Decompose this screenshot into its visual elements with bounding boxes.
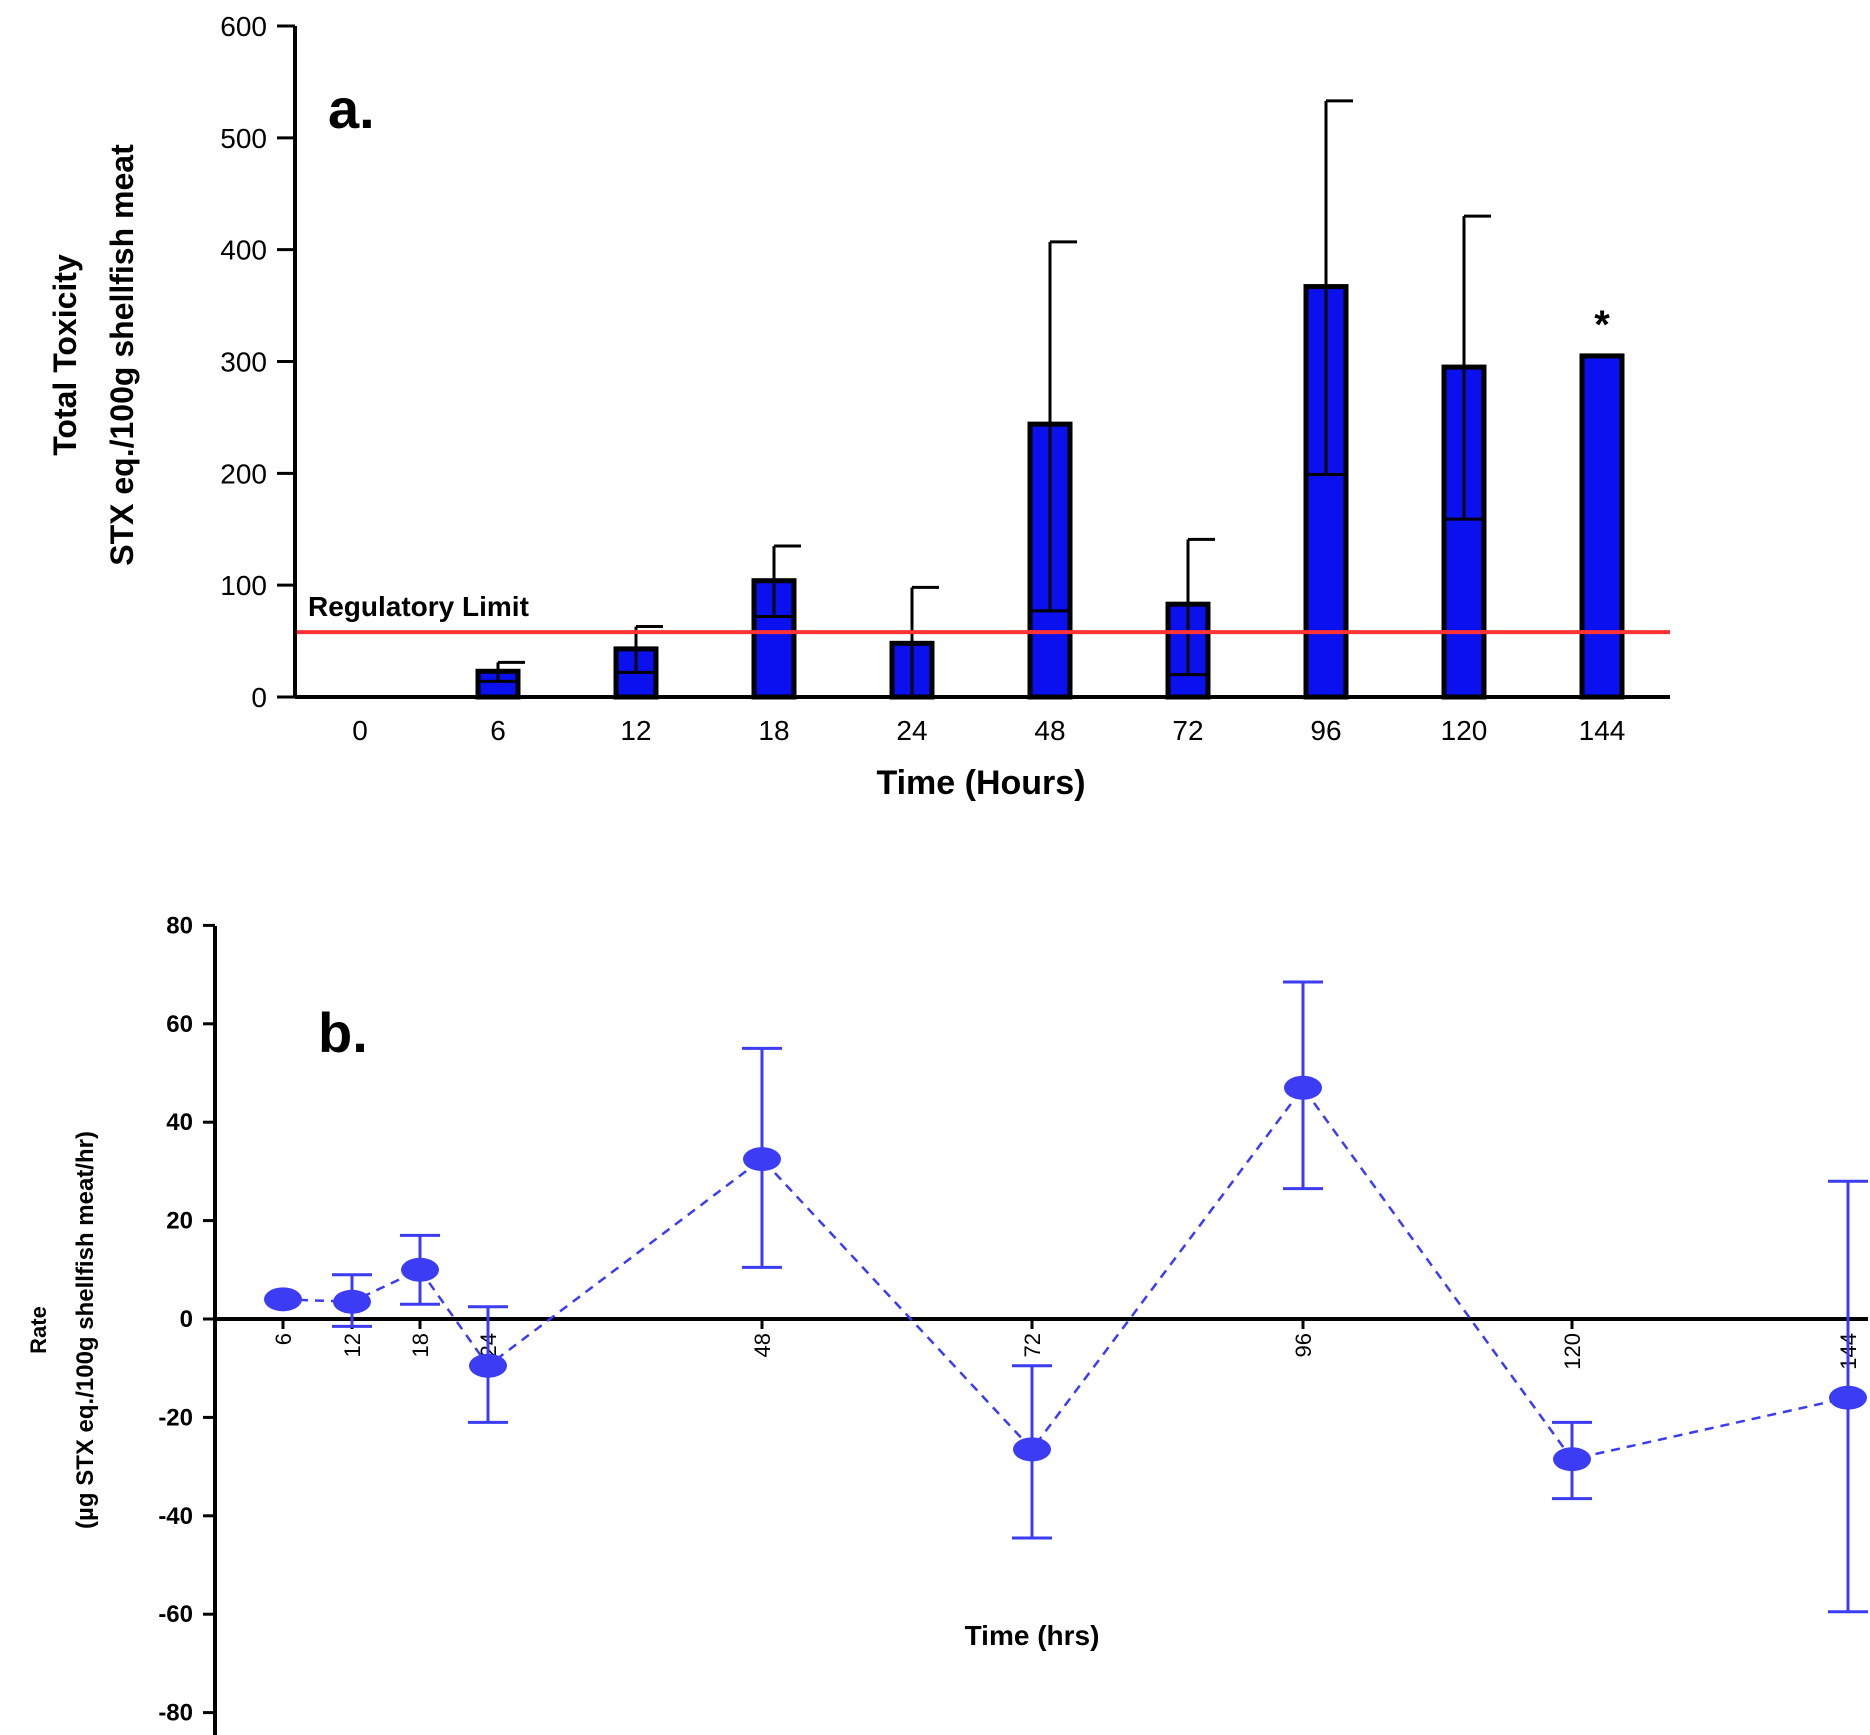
panel-b-series-line (282, 1085, 1849, 1461)
panel-a-x-axis-title: Time (Hours) (876, 764, 1085, 802)
x-tick-label: 120 (1560, 1333, 1585, 1370)
data-point (401, 1257, 439, 1282)
y-tick-label: 200 (220, 458, 267, 489)
y-tick-label: 0 (251, 682, 267, 713)
y-tick-label: 400 (220, 235, 267, 266)
y-tick-label: -80 (158, 1700, 193, 1727)
panel-b-error-bars (332, 980, 1868, 1614)
x-tick-label: 12 (340, 1333, 365, 1357)
x-tick-label: 72 (1020, 1333, 1045, 1357)
panel-a-y-axis-title: Total Toxicity STX eq./100g shellfish me… (47, 144, 140, 566)
x-tick-label: 6 (490, 715, 506, 746)
panel-b-x-axis-title: Time (hrs) (965, 1620, 1100, 1651)
panel-a-bars: * (475, 99, 1625, 700)
y-tick-label: 0 (180, 1306, 193, 1333)
x-tick-label: 120 (1441, 715, 1488, 746)
y-tick-label: 40 (166, 1109, 193, 1136)
y-tick-label: -40 (158, 1503, 193, 1530)
y-tick-label: 500 (220, 123, 267, 154)
y-tick-label: 100 (220, 570, 267, 601)
data-point (1553, 1447, 1591, 1472)
panel-b-points (264, 1075, 1867, 1472)
y-tick-label: -60 (158, 1601, 193, 1628)
panel-b-y-axis-title-line2: (µg STX eq./100g shellfish meat/hr) (72, 1131, 99, 1529)
panel-b-label: b. (318, 1001, 368, 1064)
panel-a-x-axis-ticks: 0 6 12 18 24 48 72 96 120 144 (352, 715, 1625, 746)
y-tick-label: -20 (158, 1404, 193, 1431)
x-tick-label: 18 (758, 715, 789, 746)
x-tick-label: 48 (1034, 715, 1065, 746)
panel-a-y-axis-title-line2: STX eq./100g shellfish meat (104, 144, 140, 566)
panel-a-y-axis-ticks: 0 100 200 300 400 500 600 (220, 11, 295, 713)
y-tick-label: 80 (166, 912, 193, 939)
x-tick-label: 72 (1172, 715, 1203, 746)
bar (1579, 353, 1625, 700)
data-point (264, 1287, 302, 1312)
x-tick-label: 12 (620, 715, 651, 746)
y-tick-label: 20 (166, 1208, 193, 1235)
x-tick-label: 24 (896, 715, 927, 746)
x-tick-label: 96 (1310, 715, 1341, 746)
y-tick-label: 600 (220, 11, 267, 42)
panel-a-y-axis-title-line1: Total Toxicity (47, 254, 83, 456)
x-tick-label: 48 (750, 1333, 775, 1357)
x-tick-label: 144 (1579, 715, 1626, 746)
panel-a-bar-chart: a. 0 100 200 300 400 500 600 * Regulatory Limi… (47, 11, 1670, 802)
panel-b-y-axis-ticks: -80 -60 -40 -20 0 20 40 60 80 (158, 912, 215, 1727)
significance-marker: * (1594, 303, 1610, 347)
x-tick-label: 18 (408, 1333, 433, 1357)
data-point (1829, 1385, 1867, 1410)
panel-b-y-axis-title: Rate (µg STX eq./100g shellfish meat/hr) (26, 1131, 99, 1529)
x-tick-label: 96 (1291, 1333, 1316, 1357)
y-tick-label: 300 (220, 347, 267, 378)
x-tick-label: 0 (352, 715, 368, 746)
panel-b-y-axis-title-line1: Rate (26, 1306, 51, 1354)
data-point (333, 1289, 371, 1314)
panel-a-label: a. (328, 77, 375, 140)
data-point (469, 1353, 507, 1378)
data-point (1284, 1075, 1322, 1100)
regulatory-limit-label: Regulatory Limit (308, 591, 529, 622)
x-tick-label: 6 (271, 1333, 296, 1345)
data-point (743, 1147, 781, 1172)
panel-a-regulatory-limit: Regulatory Limit (295, 591, 1670, 635)
y-tick-label: 60 (166, 1011, 193, 1038)
data-point (1013, 1437, 1051, 1462)
